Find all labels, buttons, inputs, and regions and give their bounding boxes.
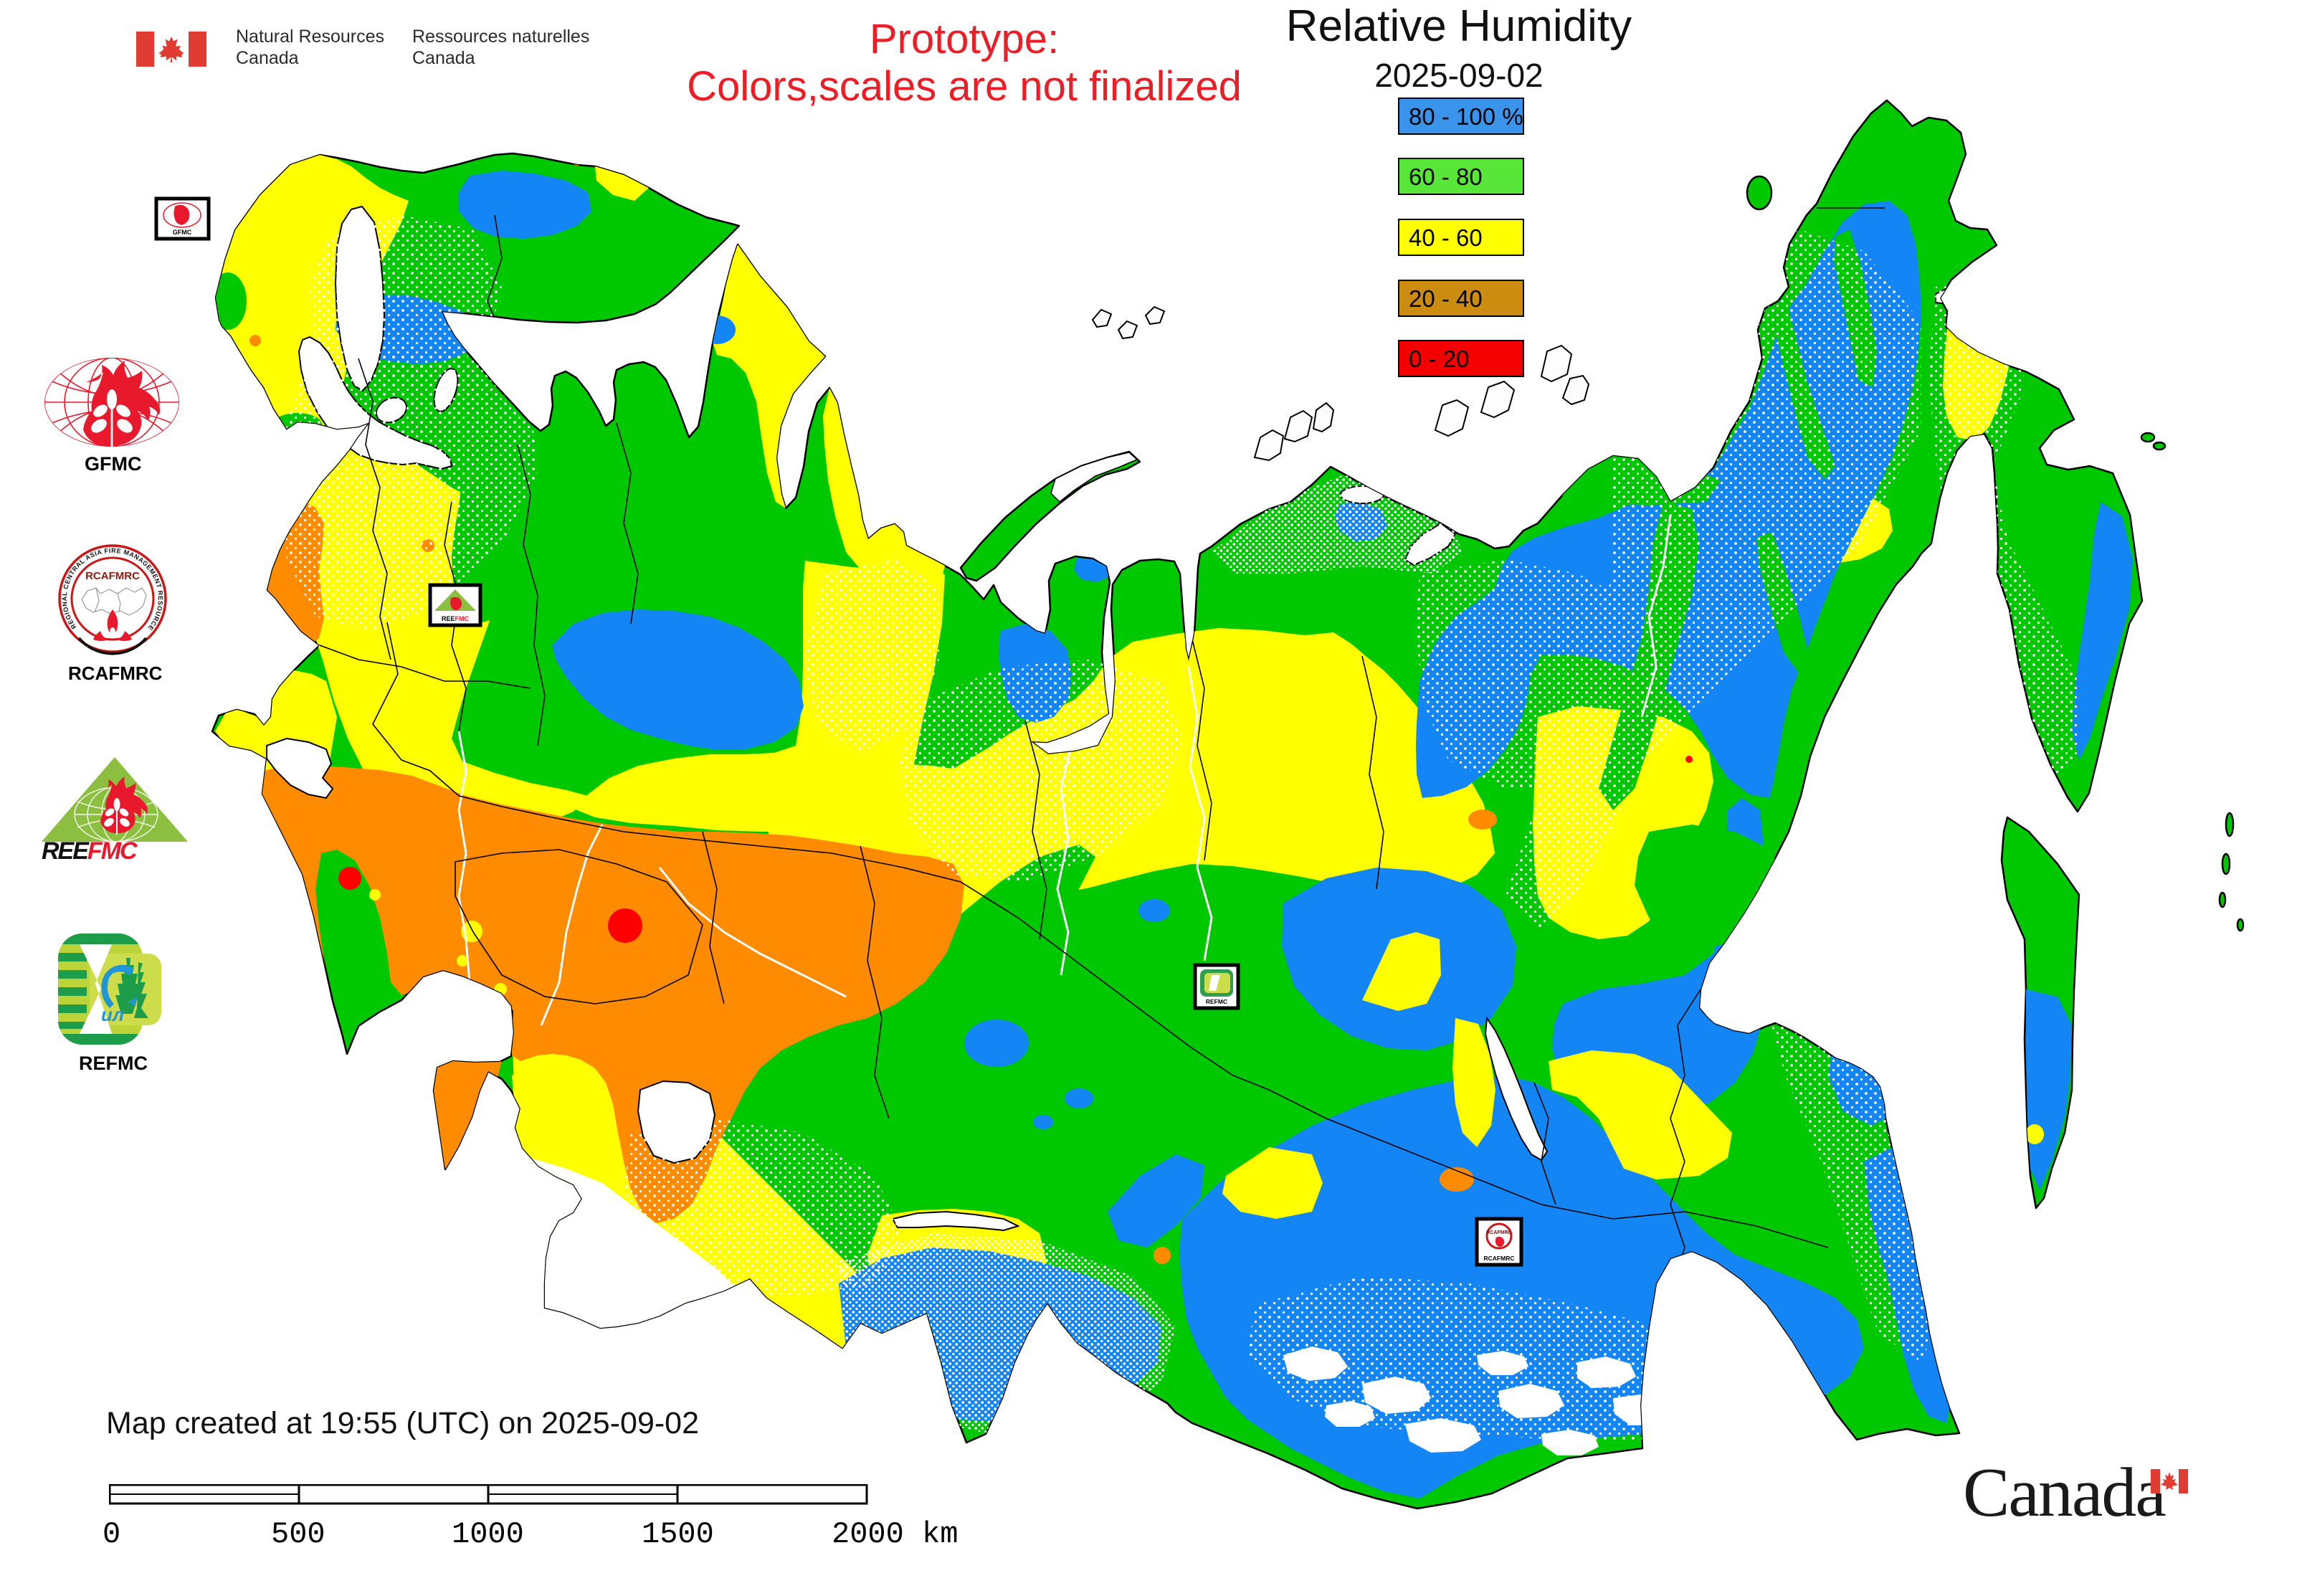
svg-text:REEFMC: REEFMC [442, 615, 470, 622]
svg-text:REEFMC: REEFMC [42, 837, 138, 860]
svg-text:RCAFMRC: RCAFMRC [85, 570, 140, 582]
svg-text:RCAFMRC: RCAFMRC [1484, 1255, 1515, 1262]
svg-text:REFMC: REFMC [1206, 998, 1227, 1005]
svg-text:GFMC: GFMC [173, 229, 192, 236]
svg-text:ил: ил [101, 1004, 124, 1025]
svg-text:RCAFMRC: RCAFMRC [1486, 1230, 1511, 1235]
